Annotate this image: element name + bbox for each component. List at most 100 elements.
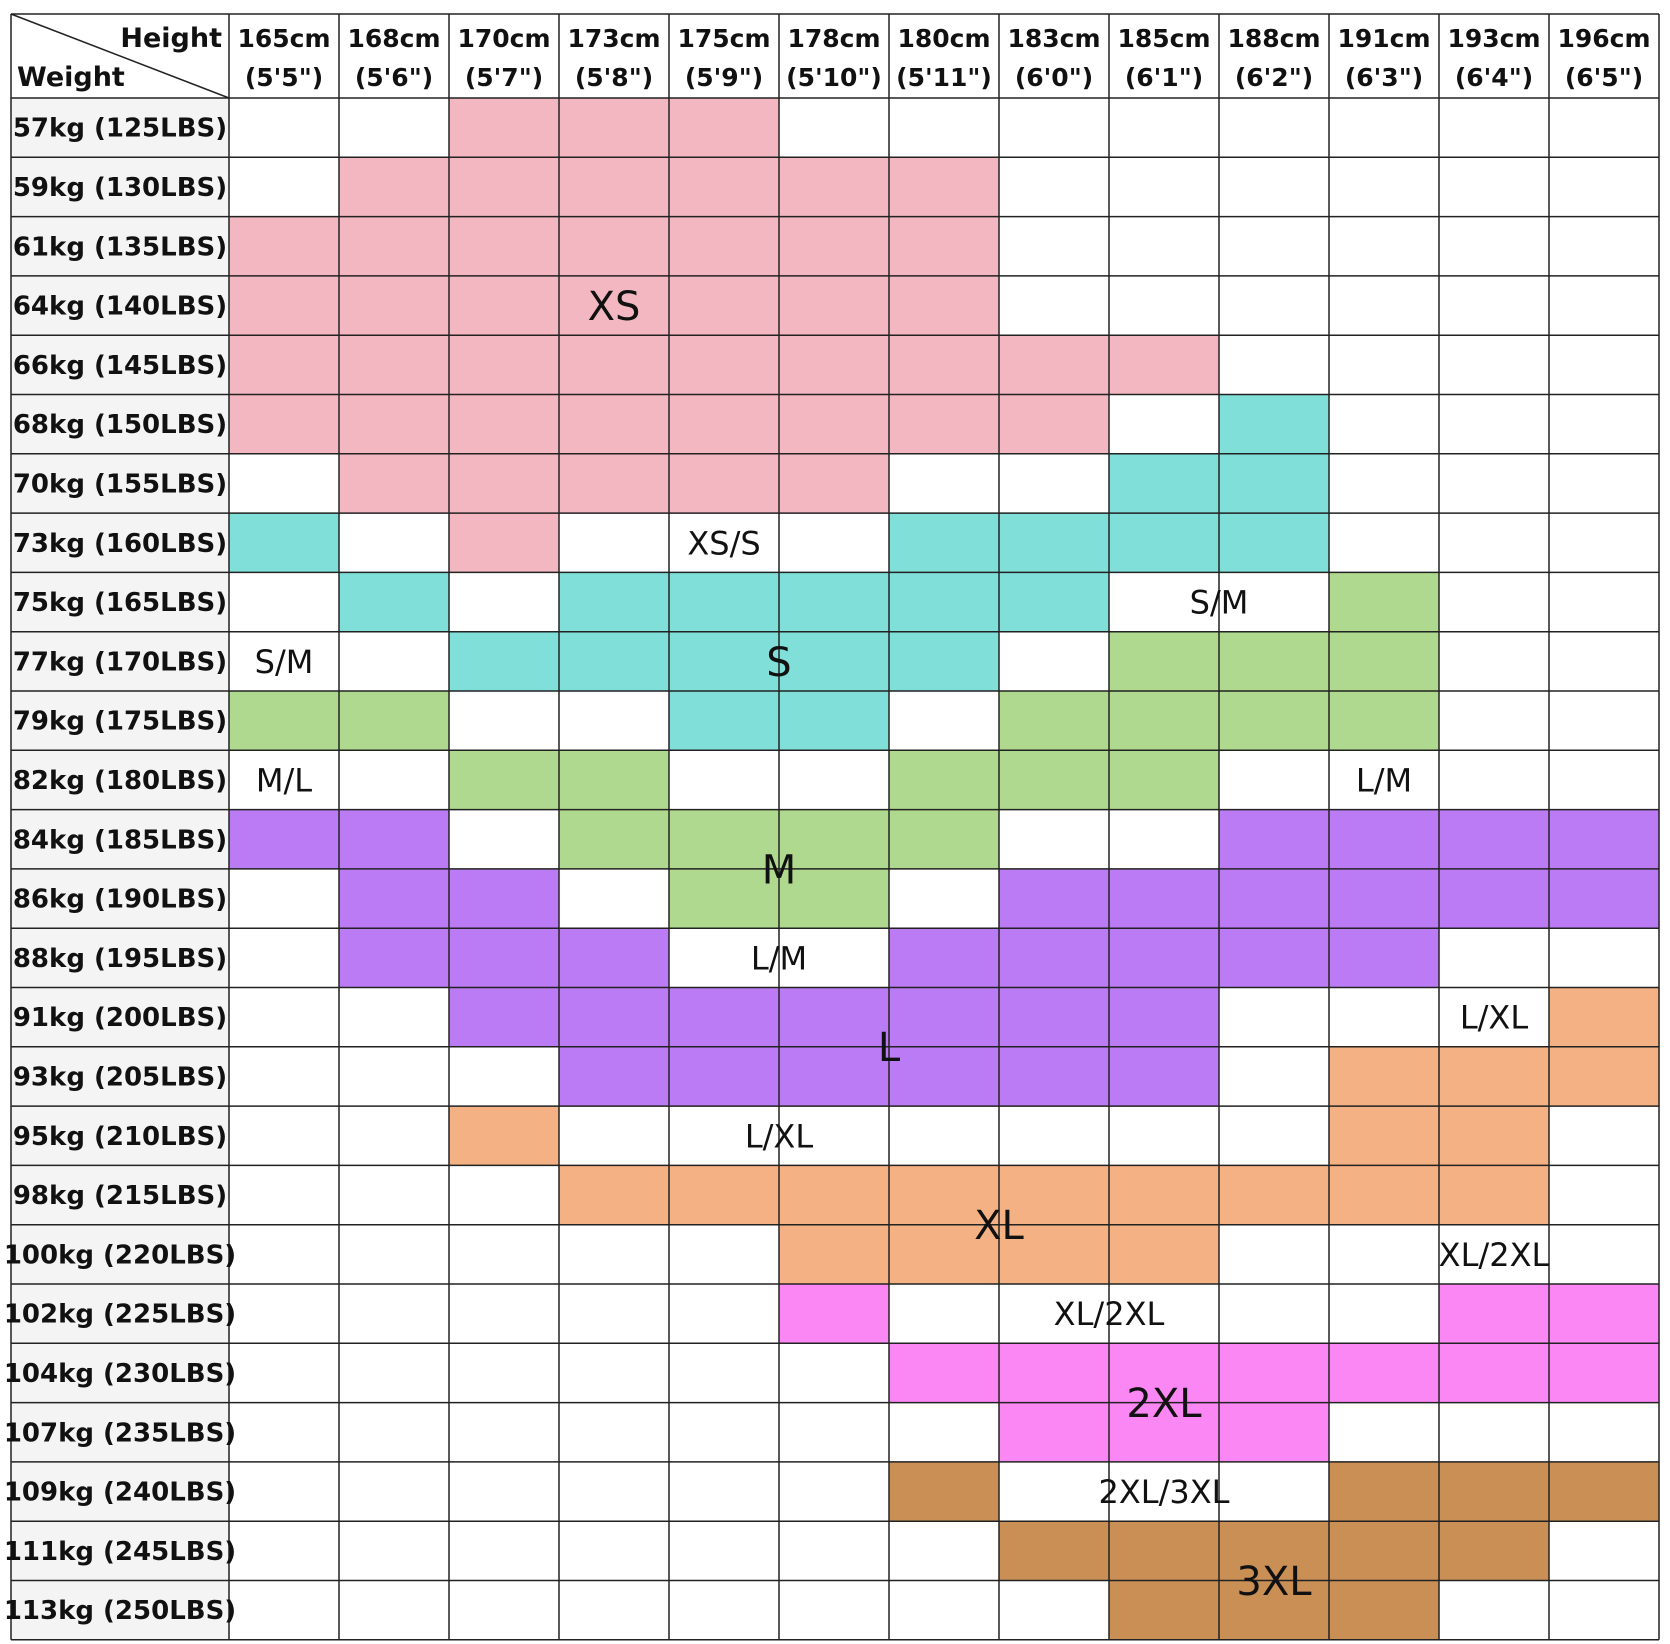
size-cell-empty (1439, 1402, 1550, 1463)
size-cell-xl (1329, 1165, 1440, 1226)
size-cell-empty (1329, 216, 1440, 277)
size-cell-empty (339, 513, 450, 573)
size-cell-empty (999, 1284, 1110, 1344)
corner-diagonal (10, 13, 230, 99)
size-cell-l (1549, 809, 1660, 870)
size-cell-xs (339, 394, 450, 455)
size-cell-empty (1549, 750, 1660, 811)
size-cell-xl (1329, 1046, 1440, 1107)
size-cell-empty (999, 809, 1110, 870)
size-cell-l (1329, 809, 1440, 870)
size-cell-xs (449, 513, 560, 573)
size-cell-s (999, 513, 1110, 573)
column-header-cm: 188cm (1227, 24, 1320, 53)
row-label: 59kg (130LBS) (13, 173, 227, 203)
size-cell-l (339, 809, 450, 870)
size-cell-empty (449, 1046, 560, 1107)
size-cell-empty (1219, 275, 1330, 336)
size-cell-l (889, 987, 1000, 1048)
column-header-cm: 173cm (567, 24, 660, 53)
grid-lines (10, 13, 1660, 1641)
size-cell-empty (559, 513, 670, 573)
size-cell-empty (229, 750, 340, 811)
size-cell-empty (229, 1046, 340, 1107)
size-cell-empty (229, 1402, 340, 1463)
size-cell-s (669, 631, 780, 692)
size-cell-empty (779, 928, 890, 989)
size-cell-xs (669, 453, 780, 514)
size-cell-empty (1439, 1580, 1550, 1641)
size-cell-s (779, 572, 890, 633)
size-cell-s (559, 631, 670, 692)
size-cell-2xl (1439, 1343, 1550, 1404)
size-cell-empty (779, 513, 890, 573)
column-header-ft: (6'4") (1455, 63, 1533, 92)
size-cell-2xl (1219, 1343, 1330, 1404)
size-cell-empty (889, 1402, 1000, 1463)
size-cell-empty (1329, 1402, 1440, 1463)
size-cell-xs (449, 98, 560, 158)
size-cell-empty (449, 1521, 560, 1582)
size-cell-empty (229, 1284, 340, 1344)
row-label: 113kg (250LBS) (4, 1596, 236, 1626)
zone-label: XS/S (687, 524, 760, 562)
column-header-cm: 191cm (1337, 24, 1430, 53)
size-cell-l (449, 928, 560, 989)
size-cell-empty (1219, 98, 1330, 158)
size-cell-s (889, 631, 1000, 692)
row-label: 82kg (180LBS) (13, 766, 227, 796)
size-cell-m (779, 809, 890, 870)
size-cell-l (1549, 868, 1660, 929)
size-cell-empty (1549, 572, 1660, 633)
size-cell-m (1329, 572, 1440, 633)
row-label: 100kg (220LBS) (4, 1240, 236, 1270)
size-cell-xs (559, 453, 670, 514)
size-cell-l (1219, 928, 1330, 989)
size-cell-empty (1549, 691, 1660, 751)
size-cell-s (1109, 453, 1220, 514)
size-cell-3xl (1329, 1521, 1440, 1582)
size-cell-xl (1109, 1165, 1220, 1226)
size-cell-2xl (889, 1343, 1000, 1404)
size-cell-xs (229, 275, 340, 336)
size-cell-xs (339, 216, 450, 277)
size-cell-xs (889, 216, 1000, 277)
size-cell-xs (779, 394, 890, 455)
size-cell-l (1219, 868, 1330, 929)
size-cell-s (1219, 513, 1330, 573)
size-cell-empty (229, 1461, 340, 1522)
size-cell-empty (1109, 216, 1220, 277)
size-cell-empty (999, 216, 1110, 277)
size-cell-3xl (1219, 1580, 1330, 1641)
size-cell-m (1219, 691, 1330, 751)
size-cell-empty (1219, 216, 1330, 277)
size-cell-empty (229, 1343, 340, 1404)
size-cell-l (669, 987, 780, 1048)
size-cell-l (1109, 987, 1220, 1048)
size-cell-empty (229, 987, 340, 1048)
size-cell-empty (229, 453, 340, 514)
size-cell-empty (1549, 216, 1660, 277)
size-cell-2xl (1109, 1343, 1220, 1404)
size-cell-l (339, 928, 450, 989)
size-cell-empty (339, 750, 450, 811)
size-cell-empty (669, 1224, 780, 1285)
zone-label: L/XL (1460, 999, 1529, 1037)
size-cell-empty (229, 157, 340, 218)
size-cell-empty (1439, 157, 1550, 218)
size-cell-empty (779, 1402, 890, 1463)
size-cell-l (779, 1046, 890, 1107)
size-cell-l (999, 987, 1110, 1048)
size-cell-empty (559, 1224, 670, 1285)
size-cell-empty (1549, 335, 1660, 396)
column-header-cm: 196cm (1557, 24, 1650, 53)
column-header-ft: (5'7") (465, 63, 543, 92)
size-cell-xs (779, 157, 890, 218)
size-cell-xs (559, 98, 670, 158)
size-cell-empty (1329, 394, 1440, 455)
size-cell-empty (1549, 928, 1660, 989)
size-cell-l (779, 987, 890, 1048)
size-cell-3xl (1439, 1461, 1550, 1522)
size-cell-empty (999, 1106, 1110, 1166)
size-cell-s (559, 572, 670, 633)
